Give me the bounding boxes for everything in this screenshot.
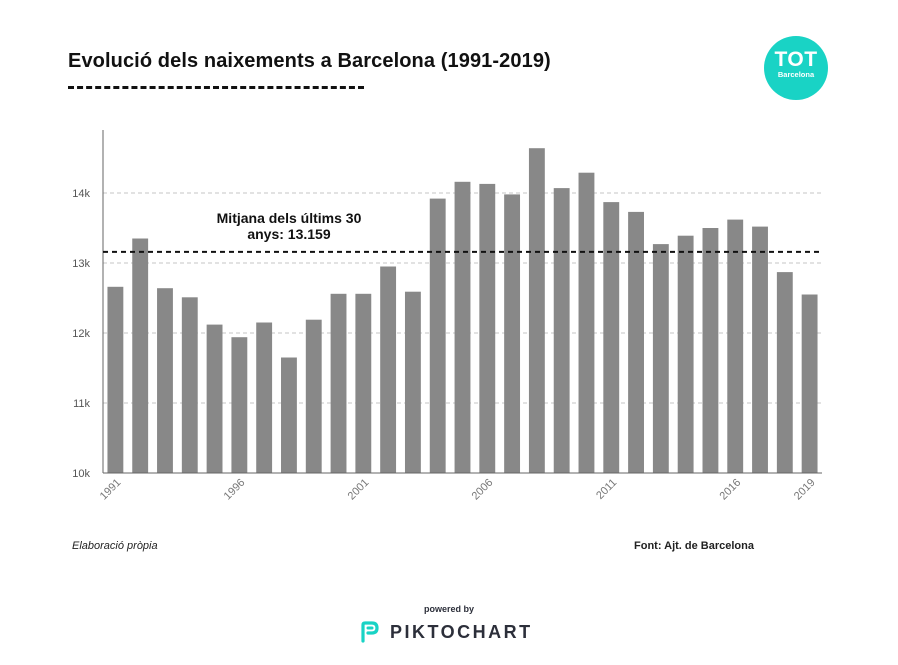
bar-1998 xyxy=(281,357,297,473)
powered-by-label: powered by xyxy=(423,604,474,614)
chart-title: Evolució dels naixements a Barcelona (19… xyxy=(68,50,551,72)
y-tick-label: 10k xyxy=(72,468,90,480)
bar-2019 xyxy=(801,294,818,473)
x-tick-label: 2016 xyxy=(718,477,744,503)
bar-2014 xyxy=(677,235,694,473)
average-label-value: anys: 13.159 xyxy=(247,226,330,242)
y-tick-label: 11k xyxy=(73,398,90,410)
piktochart-logo-icon xyxy=(361,621,379,643)
bar-1993 xyxy=(157,288,173,473)
logo-text-sub: Barcelona xyxy=(777,70,815,79)
bar-2006 xyxy=(479,183,496,473)
x-tick-label: 2011 xyxy=(594,477,619,502)
bar-2015 xyxy=(702,228,719,473)
bar-1997 xyxy=(256,322,273,473)
x-tick-label: 1991 xyxy=(98,477,124,503)
tot-barcelona-logo: TOT Barcelona xyxy=(764,36,828,100)
title-underline xyxy=(68,86,364,89)
bar-2010 xyxy=(578,172,595,473)
x-tick-label: 2001 xyxy=(346,477,372,503)
bar-1994 xyxy=(181,297,198,473)
bar-1996 xyxy=(231,337,248,473)
bar-2003 xyxy=(404,291,421,473)
y-tick-label: 14k xyxy=(72,188,90,200)
average-label: Mitjana dels últims 30 xyxy=(217,210,362,226)
bar-2017 xyxy=(752,226,768,473)
y-tick-label: 13k xyxy=(72,258,90,270)
bar-2005 xyxy=(454,181,471,474)
bar-2016 xyxy=(727,219,744,473)
x-tick-label: 1996 xyxy=(222,477,248,503)
logo-text-main: TOT xyxy=(774,48,818,71)
bar-2012 xyxy=(628,211,644,473)
piktochart-brand[interactable]: PIKTOCHART xyxy=(360,620,533,644)
piktochart-wordmark: PIKTOCHART xyxy=(390,621,533,642)
bar-2007 xyxy=(504,194,521,473)
x-tick-label: 2006 xyxy=(470,477,496,503)
bar-1999 xyxy=(305,319,322,473)
bar-2008 xyxy=(528,148,545,473)
y-tick-label: 12k xyxy=(72,328,90,340)
bar-1991 xyxy=(107,286,124,473)
elaboration-note: Elaboració pròpia xyxy=(72,540,158,552)
bar-1992 xyxy=(132,238,149,473)
bar-2018 xyxy=(776,272,793,473)
bar-2013 xyxy=(652,244,669,473)
bar-2009 xyxy=(553,188,570,473)
bar-2002 xyxy=(380,266,397,473)
source-note: Font: Ajt. de Barcelona xyxy=(634,540,754,552)
bar-2000 xyxy=(330,293,347,473)
bar-2001 xyxy=(355,293,372,473)
x-tick-label: 2019 xyxy=(792,477,818,503)
bar-2011 xyxy=(603,202,620,473)
bar-2004 xyxy=(429,198,446,473)
bar-1995 xyxy=(206,324,223,473)
